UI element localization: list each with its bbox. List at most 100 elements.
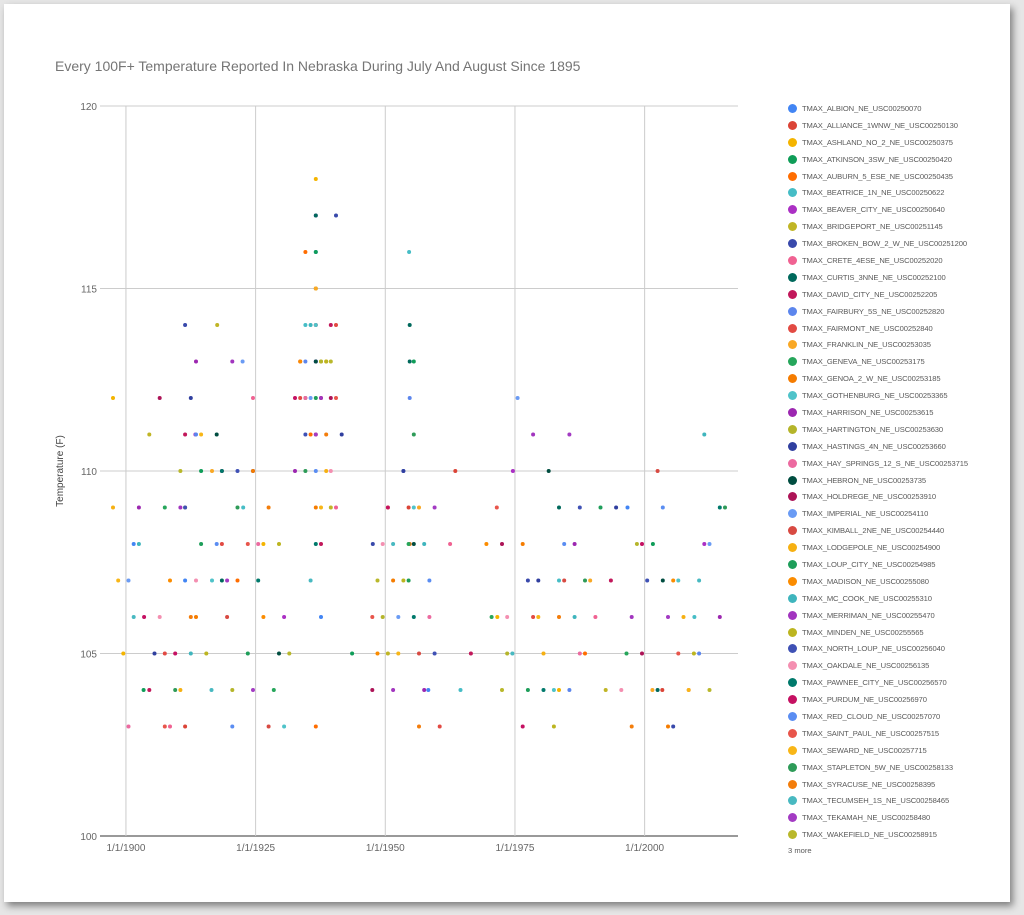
data-point-tmax-hastings-4n-ne-usc00253660 — [614, 505, 619, 510]
legend-item[interactable]: TMAX_ALBION_NE_USC00250070 — [788, 100, 1003, 117]
legend-item[interactable]: TMAX_OAKDALE_NE_USC00256135 — [788, 657, 1003, 674]
data-point-tmax-merriman-ne-usc00255470 — [178, 505, 183, 510]
legend-label: TMAX_HOLDREGE_NE_USC00253910 — [802, 492, 936, 502]
data-point-tmax-genoa-2-w-ne-usc00253185 — [391, 578, 396, 583]
chart-title: Every 100F+ Temperature Reported In Nebr… — [55, 58, 581, 74]
data-point-tmax-david-city-ne-usc00252205 — [183, 432, 188, 437]
legend-item[interactable]: TMAX_CRETE_4ESE_NE_USC00252020 — [788, 252, 1003, 269]
legend-item[interactable]: TMAX_FRANKLIN_NE_USC00253035 — [788, 336, 1003, 353]
legend-item[interactable]: TMAX_TECUMSEH_1S_NE_USC00258465 — [788, 793, 1003, 810]
legend-item[interactable]: TMAX_MERRIMAN_NE_USC00255470 — [788, 607, 1003, 624]
legend-item[interactable]: TMAX_IMPERIAL_NE_USC00254110 — [788, 505, 1003, 522]
legend-item[interactable]: TMAX_MC_COOK_NE_USC00255310 — [788, 590, 1003, 607]
legend-item[interactable]: TMAX_GENEVA_NE_USC00253175 — [788, 353, 1003, 370]
legend-swatch — [788, 340, 797, 350]
data-point-tmax-fairmont-ne-usc00252840 — [531, 615, 536, 619]
legend-item[interactable]: TMAX_HOLDREGE_NE_USC00253910 — [788, 488, 1003, 505]
data-point-tmax-wakefield-ne-usc00258915 — [287, 651, 292, 656]
data-point-tmax-loup-city-ne-usc00254985 — [406, 578, 411, 583]
legend-item[interactable]: TMAX_AUBURN_5_ESE_NE_USC00250435 — [788, 168, 1003, 185]
legend-item[interactable]: TMAX_RED_CLOUD_NE_USC00257070 — [788, 708, 1003, 725]
legend-swatch — [788, 543, 797, 553]
legend-swatch — [788, 239, 797, 249]
data-point-tmax-beatrice-1n-ne-usc00250622 — [241, 505, 246, 510]
legend-item[interactable]: TMAX_DAVID_CITY_NE_USC00252205 — [788, 286, 1003, 303]
legend-label: TMAX_BROKEN_BOW_2_W_NE_USC00251200 — [802, 239, 968, 249]
data-point-tmax-syracuse-ne-usc00258395 — [324, 432, 329, 437]
data-point-tmax-auburn-5-ese-ne-usc00250435 — [583, 651, 587, 656]
data-point-tmax-purdum-ne-usc00256970 — [173, 651, 178, 656]
data-point-tmax-tecumseh-1s-ne-usc00258465 — [697, 578, 702, 583]
data-point-tmax-minden-ne-usc00255565 — [324, 359, 329, 364]
data-point-tmax-albion-ne-usc00250070 — [183, 578, 188, 583]
legend-item[interactable]: TMAX_LOUP_CITY_NE_USC00254985 — [788, 556, 1003, 573]
legend-item[interactable]: TMAX_HARRISON_NE_USC00253615 — [788, 404, 1003, 421]
legend-item[interactable]: TMAX_STAPLETON_5W_NE_USC00258133 — [788, 759, 1003, 776]
data-point-tmax-alliance-1wnw-ne-usc00250130 — [183, 724, 188, 729]
data-point-tmax-mc-cook-ne-usc00255310 — [572, 615, 577, 619]
data-point-tmax-mc-cook-ne-usc00255310 — [702, 432, 707, 437]
legend-item[interactable]: TMAX_HAY_SPRINGS_12_S_NE_USC00253715 — [788, 455, 1003, 472]
legend-item[interactable]: TMAX_ASHLAND_NO_2_NE_USC00250375 — [788, 134, 1003, 151]
legend-swatch — [788, 323, 797, 333]
legend-item[interactable]: TMAX_FAIRBURY_5S_NE_USC00252820 — [788, 303, 1003, 320]
data-point-tmax-oakdale-ne-usc00256135 — [194, 578, 198, 583]
data-point-tmax-red-cloud-ne-usc00257070 — [313, 469, 318, 473]
data-point-tmax-tecumseh-1s-ne-usc00258465 — [308, 578, 313, 583]
legend-item[interactable]: TMAX_KIMBALL_2NE_NE_USC00254440 — [788, 522, 1003, 539]
data-point-tmax-seward-ne-usc00257715 — [319, 505, 323, 510]
data-point-tmax-north-loup-ne-usc00256040 — [645, 578, 650, 583]
data-point-tmax-curtis-3nne-ne-usc00252100 — [407, 359, 412, 364]
legend-swatch — [788, 306, 797, 316]
chart-frame: Every 100F+ Temperature Reported In Nebr… — [4, 4, 1010, 902]
legend-item[interactable]: TMAX_PURDUM_NE_USC00256970 — [788, 691, 1003, 708]
legend-item[interactable]: TMAX_NORTH_LOUP_NE_USC00256040 — [788, 641, 1003, 658]
data-point-tmax-curtis-3nne-ne-usc00252100 — [557, 505, 561, 510]
legend-item[interactable]: TMAX_GOTHENBURG_NE_USC00253365 — [788, 387, 1003, 404]
legend-item[interactable]: TMAX_HEBRON_NE_USC00253735 — [788, 472, 1003, 489]
data-point-tmax-geneva-ne-usc00253175 — [406, 542, 411, 546]
legend-item[interactable]: TMAX_SEWARD_NE_USC00257715 — [788, 742, 1003, 759]
data-point-tmax-wakefield-ne-usc00258915 — [707, 688, 712, 692]
legend-swatch — [788, 576, 797, 586]
legend: TMAX_ALBION_NE_USC00250070 TMAX_ALLIANCE_… — [788, 100, 1003, 855]
legend-item[interactable]: TMAX_PAWNEE_CITY_NE_USC00256570 — [788, 674, 1003, 691]
data-point-tmax-hebron-ne-usc00253735 — [313, 359, 318, 364]
data-point-tmax-beaver-city-ne-usc00250640 — [282, 615, 287, 619]
legend-item[interactable]: TMAX_ATKINSON_3SW_NE_USC00250420 — [788, 151, 1003, 168]
legend-label: TMAX_SAINT_PAUL_NE_USC00257515 — [802, 728, 939, 738]
legend-item[interactable]: TMAX_ALLIANCE_1WNW_NE_USC00250130 — [788, 117, 1003, 134]
legend-item[interactable]: TMAX_WAKEFIELD_NE_USC00258915 — [788, 826, 1003, 843]
legend-item[interactable]: TMAX_BEATRICE_1N_NE_USC00250622 — [788, 184, 1003, 201]
data-point-tmax-madison-ne-usc00255080 — [484, 542, 489, 546]
legend-label: TMAX_RED_CLOUD_NE_USC00257070 — [802, 712, 941, 721]
legend-swatch — [788, 272, 797, 282]
data-point-tmax-north-loup-ne-usc00256040 — [183, 505, 188, 510]
data-point-tmax-franklin-ne-usc00253035 — [417, 505, 421, 510]
legend-item[interactable]: TMAX_GENOA_2_W_NE_USC00253185 — [788, 370, 1003, 387]
data-point-tmax-holdrege-ne-usc00253910 — [328, 396, 333, 400]
data-point-tmax-loup-city-ne-usc00254985 — [199, 542, 204, 546]
data-point-tmax-broken-bow-2-w-ne-usc00251200 — [525, 578, 530, 583]
legend-item[interactable]: TMAX_HARTINGTON_NE_USC00253630 — [788, 421, 1003, 438]
legend-item[interactable]: TMAX_MADISON_NE_USC00255080 — [788, 573, 1003, 590]
data-point-tmax-lodgepole-ne-usc00254900 — [178, 688, 183, 692]
legend-item[interactable]: TMAX_TEKAMAH_NE_USC00258480 — [788, 809, 1003, 826]
legend-item[interactable]: TMAX_BEAVER_CITY_NE_USC00250640 — [788, 201, 1003, 218]
legend-item[interactable]: TMAX_SAINT_PAUL_NE_USC00257515 — [788, 725, 1003, 742]
legend-item[interactable]: TMAX_MINDEN_NE_USC00255565 — [788, 624, 1003, 641]
legend-swatch — [788, 205, 797, 215]
legend-item[interactable]: TMAX_BRIDGEPORT_NE_USC00251145 — [788, 218, 1003, 235]
data-point-tmax-curtis-3nne-ne-usc00252100 — [313, 213, 318, 218]
legend-more-link[interactable]: 3 more — [788, 846, 812, 856]
legend-item[interactable]: TMAX_HASTINGS_4N_NE_USC00253660 — [788, 438, 1003, 455]
legend-item[interactable]: TMAX_LODGEPOLE_NE_USC00254900 — [788, 539, 1003, 556]
legend-item[interactable]: TMAX_BROKEN_BOW_2_W_NE_USC00251200 — [788, 235, 1003, 252]
legend-item[interactable]: TMAX_SYRACUSE_NE_USC00258395 — [788, 776, 1003, 793]
data-point-tmax-red-cloud-ne-usc00257070 — [660, 505, 665, 510]
data-point-tmax-loup-city-ne-usc00254985 — [313, 396, 318, 400]
legend-swatch — [788, 712, 797, 721]
legend-swatch — [788, 610, 797, 620]
legend-item[interactable]: TMAX_FAIRMONT_NE_USC00252840 — [788, 320, 1003, 337]
legend-item[interactable]: TMAX_CURTIS_3NNE_NE_USC00252100 — [788, 269, 1003, 286]
